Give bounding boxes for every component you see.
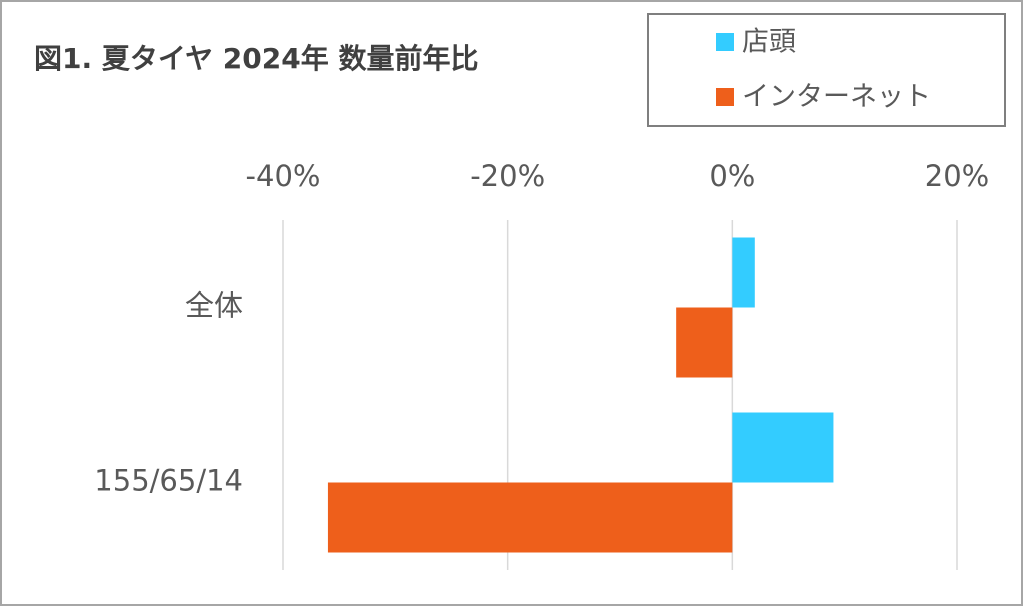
- x-tick-label: -20%: [470, 159, 545, 193]
- chart-title: 図1. 夏タイヤ 2024年 数量前年比: [34, 42, 478, 75]
- legend-swatch: [716, 88, 734, 106]
- legend-label: インターネット: [742, 82, 931, 113]
- bar: [732, 412, 834, 483]
- y-tick-label: 155/65/14: [94, 464, 243, 498]
- legend-label: 店頭: [742, 27, 796, 58]
- bar: [732, 237, 755, 308]
- bar: [676, 307, 733, 378]
- legend-box: [647, 13, 1006, 127]
- legend-swatch: [716, 33, 734, 51]
- x-tick-label: 0%: [709, 159, 755, 193]
- x-tick-label: 20%: [925, 159, 989, 193]
- legend: 店頭 インターネット: [647, 13, 1006, 127]
- x-tick-label: -40%: [246, 159, 321, 193]
- y-tick-label: 全体: [185, 289, 243, 323]
- bar: [327, 482, 733, 553]
